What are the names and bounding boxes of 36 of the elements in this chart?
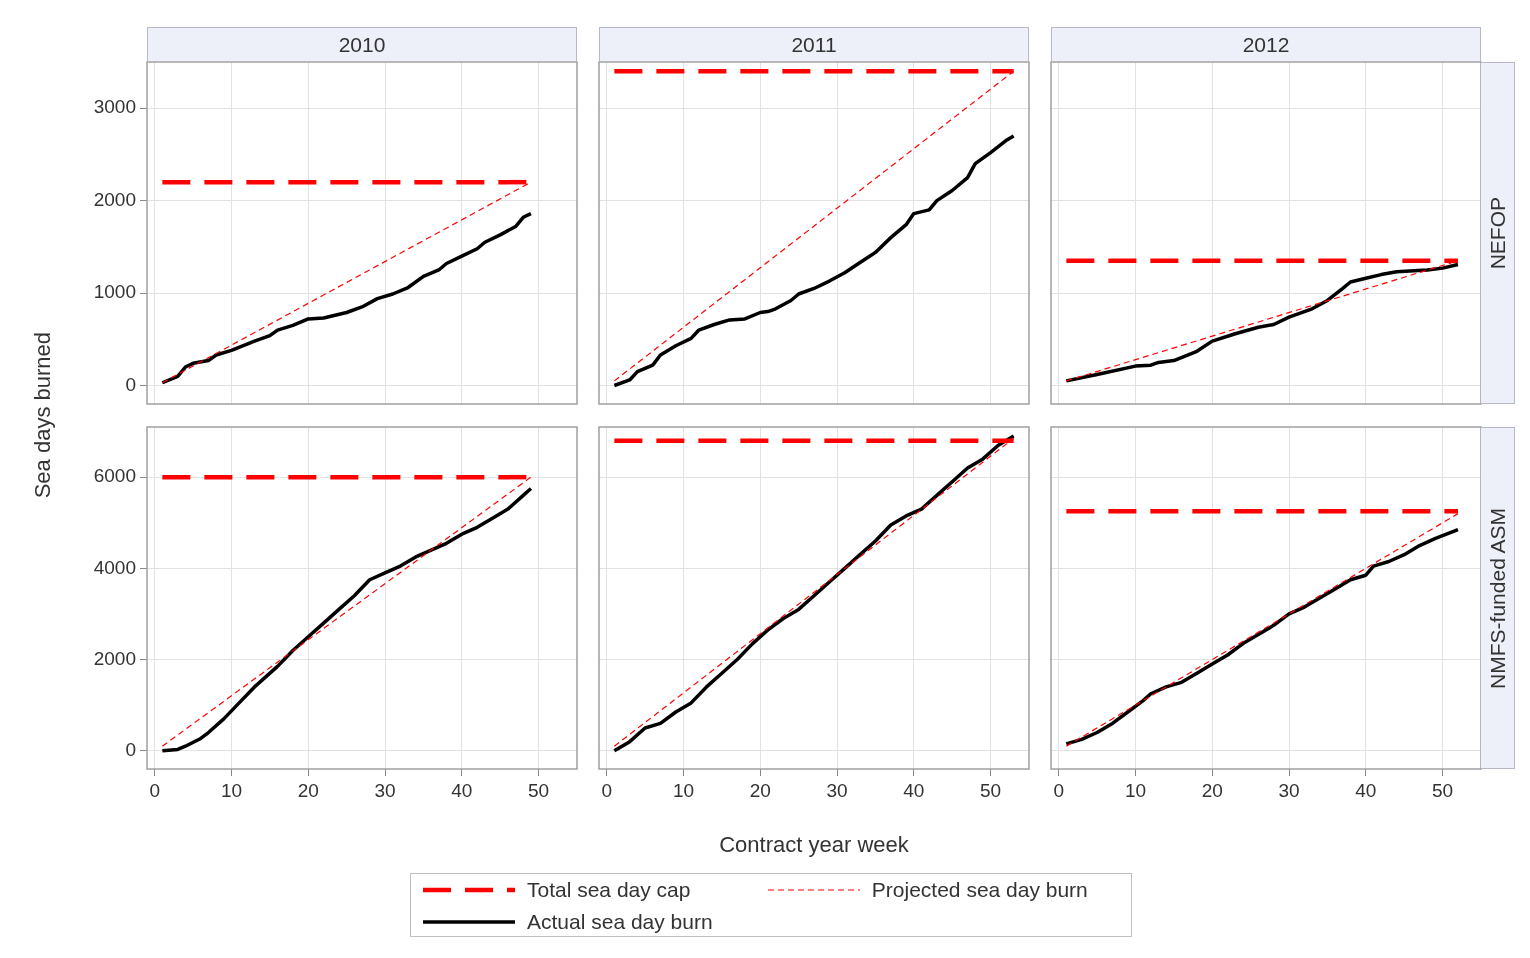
x-tick-label: 30 (1278, 779, 1300, 801)
x-tick-label: 20 (1201, 779, 1223, 801)
y-tick-label: 4000 (93, 556, 136, 578)
x-tick-label: 30 (826, 779, 848, 801)
chart-title: 2012 (1051, 27, 1481, 61)
x-axis-title: Contract year week (718, 832, 910, 858)
y-tick-label: 6000 (93, 465, 136, 487)
x-tick-label: 40 (451, 779, 473, 801)
y2-axis-title: NMFS-funded ASM (1485, 507, 1510, 689)
x-tick-label: 20 (749, 779, 771, 801)
y-axis-title: Sea days burned (30, 331, 56, 499)
x-tick-label: 50 (528, 779, 550, 801)
x-tick-label: 10 (672, 779, 695, 801)
x-tick-label: 20 (297, 779, 319, 801)
x-tick-label: 30 (374, 779, 396, 801)
legend-label: Projected sea day burn (871, 878, 1088, 902)
legend-label: Actual sea day burn (527, 910, 713, 934)
x-tick-label: 50 (980, 779, 1002, 801)
x-tick-label: 40 (1355, 779, 1377, 801)
x-tick-label: 10 (1124, 779, 1147, 801)
y-tick-label: 2000 (93, 188, 136, 210)
y-tick-label: 2000 (93, 647, 136, 669)
y2-axis-title: NEFOP (1485, 196, 1510, 270)
legend-label: Total sea day cap (527, 878, 691, 902)
x-tick-label: 50 (1432, 779, 1454, 801)
y-tick-label: 3000 (93, 96, 136, 118)
chart-title: 2010 (147, 27, 577, 61)
x-tick-label: 0 (1053, 779, 1064, 801)
y-tick-label: 0 (125, 738, 136, 760)
x-tick-label: 0 (149, 779, 160, 801)
x-tick-label: 0 (601, 779, 612, 801)
y-tick-label: 0 (125, 373, 136, 395)
x-tick-label: 40 (903, 779, 925, 801)
y-tick-label: 1000 (93, 281, 136, 303)
x-tick-label: 10 (220, 779, 243, 801)
chart-title: 2011 (599, 27, 1029, 61)
